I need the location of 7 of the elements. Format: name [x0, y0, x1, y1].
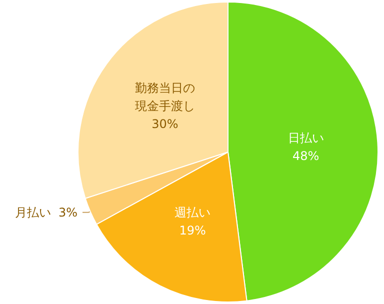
data-label: 48%: [292, 149, 320, 164]
slice-label: 勤務当日の現金手渡し: [134, 81, 195, 114]
slice-label: 日払い: [288, 131, 324, 146]
data-label: 19%: [179, 224, 206, 238]
slice-label: 月払い 3%: [14, 205, 78, 220]
data-label: 30%: [152, 117, 178, 132]
slice-label: 週払い: [174, 206, 211, 220]
